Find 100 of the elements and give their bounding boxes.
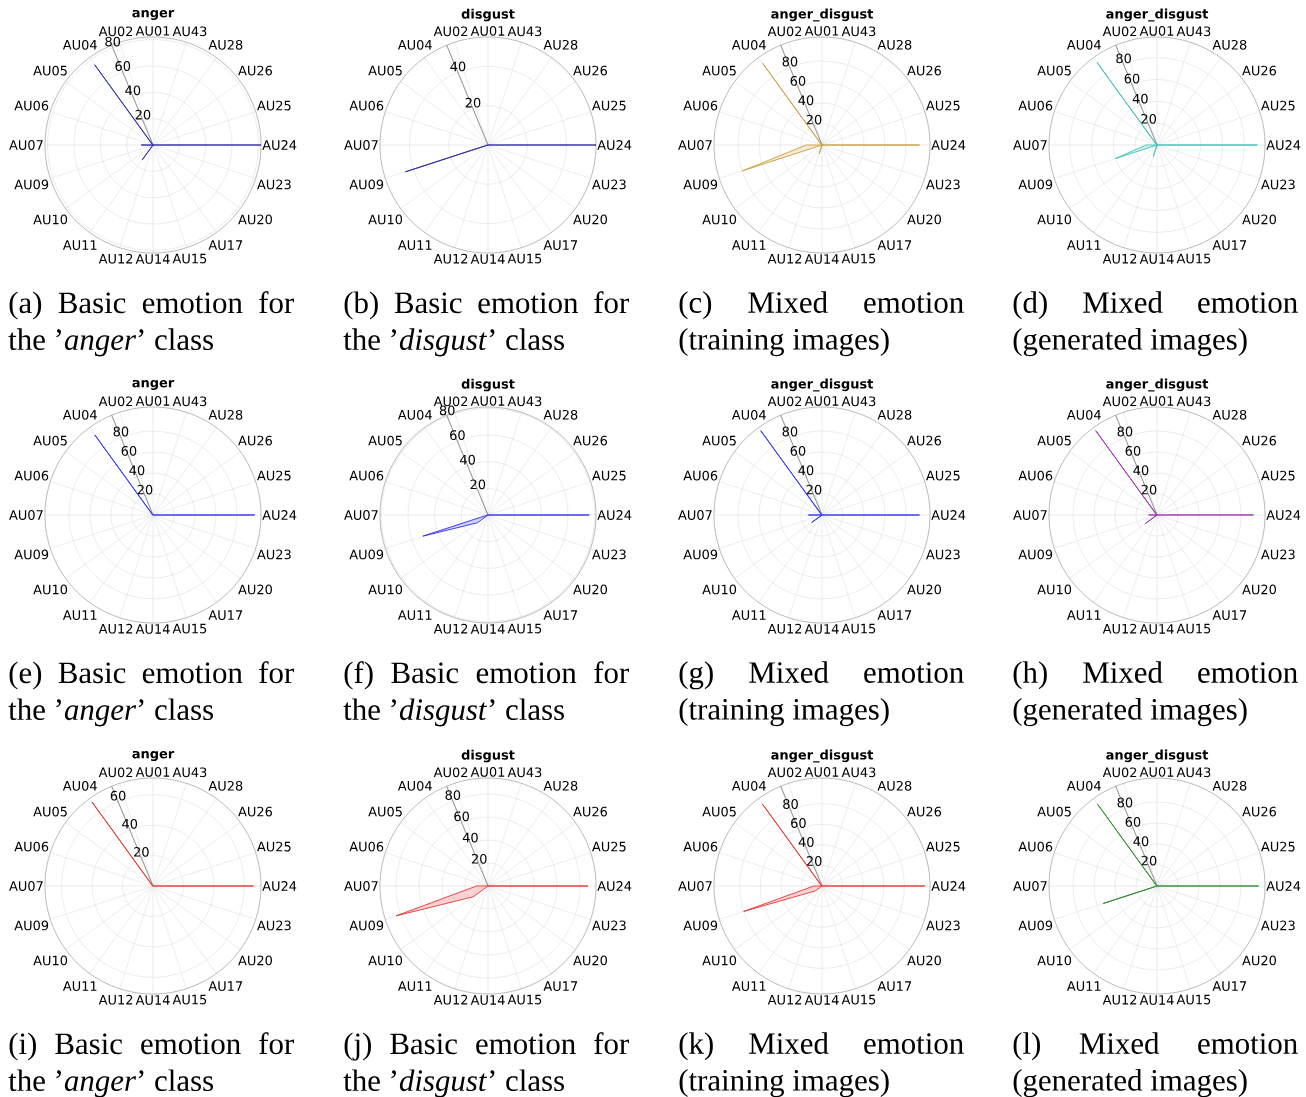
spoke-label: AU17 bbox=[543, 240, 578, 250]
spoke-label: AU26 bbox=[907, 806, 942, 817]
text: (h) Mixed emotion (generated images) bbox=[1013, 661, 1298, 727]
spoke-label: AU14 bbox=[804, 995, 839, 1005]
spoke-label: AU25 bbox=[1261, 841, 1295, 852]
spoke-label: AU02 bbox=[98, 26, 133, 37]
spoke-label: AU07 bbox=[344, 881, 378, 891]
spoke-label: AU20 bbox=[1242, 584, 1276, 595]
spoke-label: AU07 bbox=[344, 140, 378, 150]
spoke-label: AU11 bbox=[62, 240, 97, 250]
y-tick-label: 40 bbox=[462, 832, 478, 843]
spoke-label: AU43 bbox=[172, 767, 207, 778]
spoke-label: AU23 bbox=[592, 549, 626, 560]
chart-title: anger_disgust bbox=[1106, 378, 1209, 392]
chart-title: disgust bbox=[461, 749, 515, 763]
spoke-label: AU01 bbox=[1139, 26, 1174, 36]
y-tick-label: 60 bbox=[110, 790, 126, 801]
spoke-label: AU20 bbox=[573, 955, 607, 966]
spoke-label: AU25 bbox=[257, 470, 291, 481]
chart-title: anger bbox=[132, 379, 175, 391]
spoke-label: AU07 bbox=[9, 140, 43, 150]
spoke-label: AU26 bbox=[573, 435, 608, 446]
spoke-label: AU15 bbox=[1176, 994, 1211, 1005]
spoke-label: AU28 bbox=[543, 409, 578, 420]
y-tick-label: 40 bbox=[459, 454, 475, 465]
y-tick-label: 20 bbox=[1141, 484, 1157, 495]
y-tick-label: 20 bbox=[806, 856, 822, 866]
y-tick-label: 20 bbox=[135, 109, 151, 120]
spoke-label: AU02 bbox=[1102, 396, 1137, 407]
spoke-label: AU12 bbox=[1102, 994, 1137, 1005]
spoke-label: AU14 bbox=[804, 254, 839, 264]
spoke-label: AU20 bbox=[907, 955, 941, 966]
spoke-label: AU28 bbox=[877, 39, 912, 50]
spoke-label: AU06 bbox=[683, 470, 718, 481]
spoke-label: AU24 bbox=[931, 140, 966, 150]
y-tick-label: 20 bbox=[806, 484, 822, 495]
spoke-label: AU04 bbox=[397, 409, 432, 420]
spoke-label: AU26 bbox=[1242, 806, 1277, 817]
spoke-label: AU02 bbox=[433, 26, 468, 37]
y-tick-label: 80 bbox=[782, 56, 798, 67]
spoke-label: AU07 bbox=[678, 510, 712, 520]
spoke-label: AU14 bbox=[1139, 254, 1174, 264]
spoke-label: AU17 bbox=[877, 240, 912, 250]
spoke-label: AU24 bbox=[262, 881, 297, 891]
spoke-label: AU15 bbox=[172, 994, 207, 1005]
spoke-label: AU15 bbox=[507, 253, 542, 264]
spoke-label: AU17 bbox=[1212, 240, 1247, 250]
spoke-label: AU26 bbox=[238, 806, 273, 817]
spoke-label: AU25 bbox=[592, 100, 626, 111]
spoke-label: AU01 bbox=[470, 767, 505, 777]
spoke-label: AU09 bbox=[683, 179, 718, 190]
y-tick-label: 60 bbox=[115, 61, 131, 71]
spoke-label: AU01 bbox=[804, 26, 839, 36]
spoke-label: AU43 bbox=[1176, 767, 1211, 778]
spoke-label: AU24 bbox=[931, 881, 966, 891]
spoke-label: AU43 bbox=[172, 396, 207, 407]
spoke-label: AU28 bbox=[877, 780, 912, 791]
spoke-label: AU07 bbox=[1013, 881, 1047, 891]
chart-title: anger_disgust bbox=[771, 8, 874, 22]
spoke-label: AU02 bbox=[767, 396, 802, 407]
spoke-label: AU14 bbox=[135, 995, 170, 1005]
spoke-label: AU09 bbox=[14, 179, 49, 190]
y-tick-label: 20 bbox=[465, 97, 481, 108]
spoke-label: AU10 bbox=[702, 584, 737, 595]
y-tick-label: 40 bbox=[1132, 93, 1148, 104]
spoke-label: AU04 bbox=[397, 780, 432, 791]
spoke-label: AU11 bbox=[62, 981, 97, 991]
spoke-label: AU06 bbox=[14, 841, 49, 852]
y-tick-label: 20 bbox=[806, 114, 822, 125]
y-tick-label: 40 bbox=[1133, 836, 1149, 847]
spoke-label: AU14 bbox=[1139, 995, 1174, 1005]
spoke-label: AU05 bbox=[368, 806, 402, 817]
spoke-label: AU06 bbox=[1018, 841, 1053, 852]
spoke-label: AU10 bbox=[1037, 214, 1072, 225]
spoke-label: AU05 bbox=[33, 435, 67, 446]
spoke-label: AU25 bbox=[257, 841, 291, 852]
spoke-label: AU28 bbox=[1212, 39, 1247, 50]
spoke-label: AU24 bbox=[1266, 140, 1301, 150]
y-tick-label: 40 bbox=[129, 465, 145, 476]
spoke-label: AU04 bbox=[1066, 409, 1101, 420]
spoke-label: AU14 bbox=[135, 254, 170, 264]
spoke-label: AU09 bbox=[683, 549, 718, 560]
chart-title: disgust bbox=[461, 8, 515, 22]
chart-title: anger_disgust bbox=[771, 749, 874, 763]
spoke-label: AU07 bbox=[9, 510, 43, 520]
y-tick-label: 60 bbox=[1125, 445, 1141, 456]
spoke-label: AU07 bbox=[9, 881, 43, 891]
spoke-label: AU43 bbox=[507, 396, 542, 407]
spoke-label: AU24 bbox=[1266, 510, 1301, 520]
spoke-label: AU07 bbox=[678, 881, 712, 891]
text: (f) Basic emotion for the ’disgust’ class bbox=[343, 661, 629, 727]
spoke-label: AU17 bbox=[877, 610, 912, 620]
spoke-label: AU10 bbox=[1037, 584, 1072, 595]
spoke-label: AU14 bbox=[470, 624, 505, 634]
spoke-label: AU06 bbox=[14, 100, 49, 111]
spoke-label: AU09 bbox=[1018, 179, 1053, 190]
spoke-label: AU02 bbox=[98, 767, 133, 778]
spoke-label: AU01 bbox=[804, 767, 839, 777]
spoke-label: AU04 bbox=[62, 39, 97, 50]
y-tick-label: 20 bbox=[470, 479, 486, 490]
